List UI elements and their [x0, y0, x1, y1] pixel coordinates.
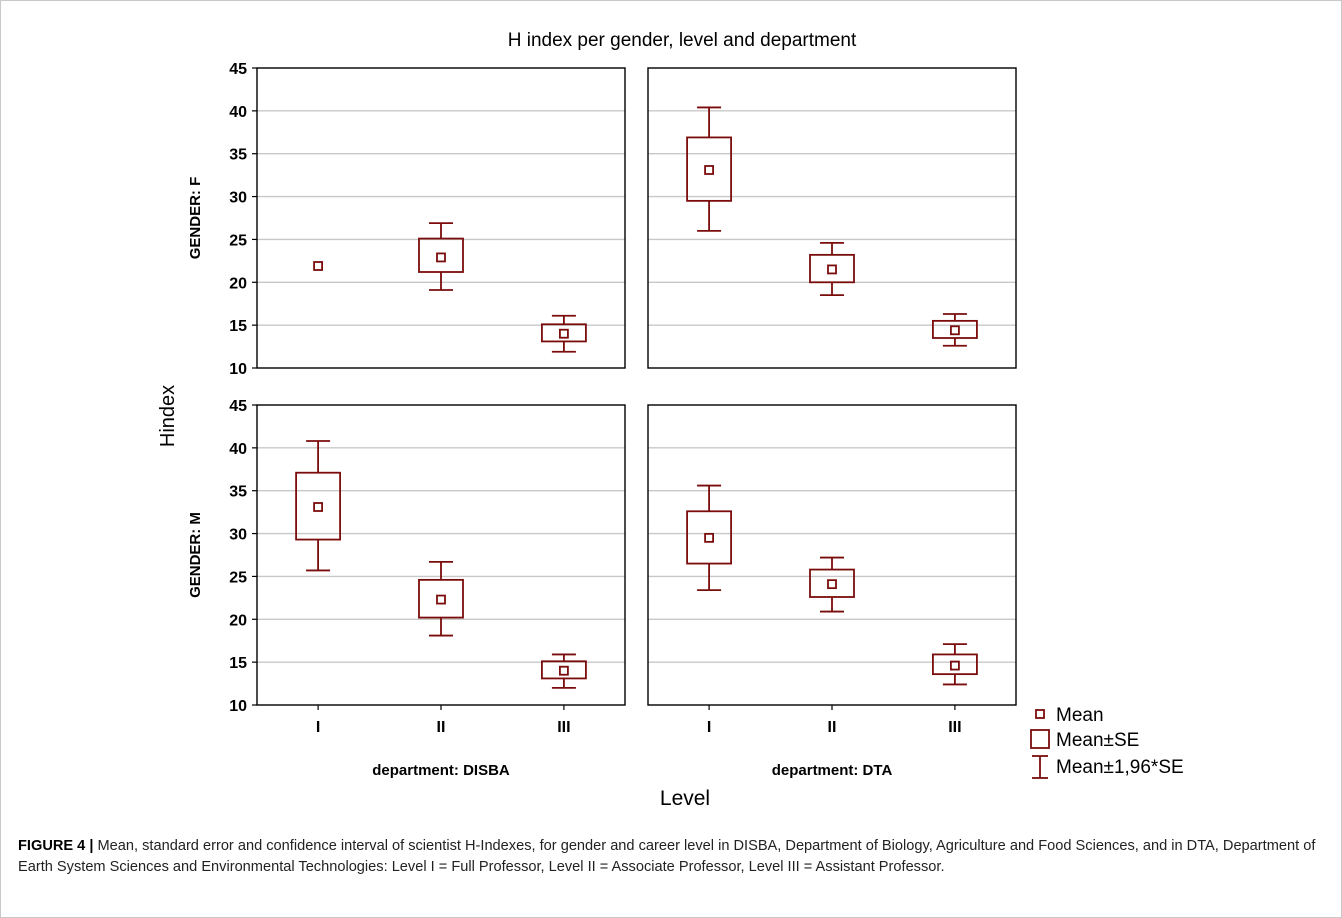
chart: H index per gender, level and department… — [157, 30, 1184, 810]
panels-layer: 10 15 20 25 30 35 40 45 GENDER: F 10 15 20 25 30 35 40 4… — [187, 61, 1017, 779]
mean-marker — [559, 665, 569, 676]
panel-frame — [647, 404, 1017, 706]
se-box — [295, 471, 341, 541]
se-box — [932, 653, 978, 676]
y-tick-label: 15 — [229, 318, 247, 335]
y-tick-label: 10 — [229, 698, 247, 715]
panel-frame — [256, 67, 626, 369]
mean-marker — [313, 261, 323, 271]
y-tick-label: 20 — [229, 612, 247, 629]
x-tick-label: I — [316, 719, 320, 736]
y-tick-label: 20 — [229, 275, 247, 292]
panel-frame — [647, 67, 1017, 369]
panel-frame — [256, 404, 626, 706]
x-tick-label: II — [437, 719, 446, 736]
panel: 10 15 20 25 30 35 40 45 GENDER: F — [187, 61, 626, 378]
mean-marker — [559, 328, 569, 339]
se-box — [686, 136, 732, 202]
mean-marker — [704, 165, 714, 175]
y-tick-label: 30 — [229, 190, 247, 207]
y-tick-label: 40 — [229, 104, 247, 121]
mean-marker — [827, 579, 837, 590]
se-box — [541, 323, 587, 343]
mean-marker — [436, 252, 446, 263]
legend-mean-icon — [1035, 709, 1045, 719]
y-tick-label: 10 — [229, 361, 247, 378]
y-tick-label: 40 — [229, 441, 247, 458]
legend-label: Mean±SE — [1056, 730, 1139, 751]
chart-title: H index per gender, level and department — [508, 30, 857, 51]
y-tick-label: 15 — [229, 655, 247, 672]
y-tick-label: 25 — [229, 232, 247, 249]
legend-label: Mean — [1056, 705, 1104, 726]
mean-marker — [704, 532, 714, 543]
se-box — [686, 510, 732, 565]
y-tick-label: 25 — [229, 569, 247, 586]
x-axis-title: Level — [660, 787, 710, 810]
x-tick-label: II — [828, 719, 837, 736]
caption-text: Mean, standard error and confidence inte… — [18, 838, 1316, 875]
y-axis-title: Hindex — [157, 385, 179, 447]
legend: Mean Mean±SE Mean±1,96*SE — [1030, 705, 1184, 779]
row-label: GENDER: F — [187, 177, 204, 260]
legend-se-icon — [1030, 729, 1050, 749]
x-tick-label: III — [557, 719, 570, 736]
se-box — [809, 253, 855, 284]
mean-marker — [950, 325, 960, 336]
y-tick-label: 45 — [229, 398, 247, 415]
row-label: GENDER: M — [187, 512, 204, 598]
se-box — [418, 578, 464, 619]
y-tick-label: 30 — [229, 527, 247, 544]
mean-marker — [436, 594, 446, 605]
se-box — [541, 660, 587, 680]
se-box — [809, 568, 855, 598]
figure-caption: FIGURE 4 | Mean, standard error and conf… — [18, 836, 1328, 878]
y-tick-label: 35 — [229, 484, 247, 501]
mean-marker — [950, 660, 960, 671]
mean-marker — [827, 264, 837, 275]
y-tick-label: 45 — [229, 61, 247, 78]
panel — [647, 67, 1017, 369]
caption-label: FIGURE 4 | — [18, 838, 94, 854]
column-label: department: DISBA — [372, 762, 510, 779]
y-tick-label: 35 — [229, 147, 247, 164]
x-tick-label: III — [948, 719, 961, 736]
legend-label: Mean±1,96*SE — [1056, 757, 1184, 778]
column-label: department: DTA — [772, 762, 893, 779]
se-box — [932, 319, 978, 339]
mean-marker — [313, 502, 323, 512]
x-tick-label: I — [707, 719, 711, 736]
se-box — [418, 237, 464, 273]
